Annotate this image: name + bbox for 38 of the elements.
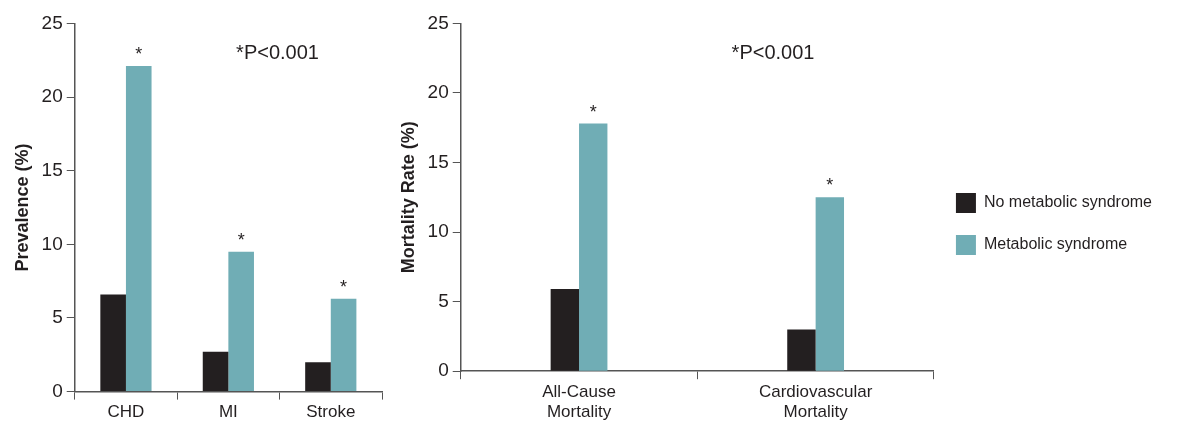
y-tick-label: 10 xyxy=(427,220,449,242)
bar xyxy=(550,289,580,371)
y-tick-label: 20 xyxy=(41,85,63,107)
annotation: * xyxy=(589,101,597,122)
y-axis-title: Prevalence (%) xyxy=(11,143,32,272)
y-tick-label: 25 xyxy=(427,11,449,33)
bar xyxy=(787,329,816,371)
y-axis-title: Mortality Rate (%) xyxy=(397,121,418,274)
y-tick-label: 20 xyxy=(427,81,449,103)
bar xyxy=(305,362,331,392)
x-tick-label: Stroke xyxy=(306,402,356,422)
annotation: * xyxy=(135,44,143,65)
y-tick-label: 0 xyxy=(52,379,63,401)
y-tick-label: 25 xyxy=(41,11,63,33)
x-tick-label: CHD xyxy=(107,402,145,422)
bar xyxy=(125,66,152,392)
y-tick-label: 5 xyxy=(52,306,63,328)
y-tick-label: 0 xyxy=(438,359,449,381)
bar xyxy=(815,197,845,371)
annotation: * xyxy=(826,175,834,196)
annotation: * xyxy=(237,229,245,250)
annotation: *P<0.001 xyxy=(731,40,815,63)
x-tick-label: MI xyxy=(218,402,238,422)
annotation: * xyxy=(340,276,348,297)
y-tick-label: 10 xyxy=(41,232,63,254)
y-tick-label: 15 xyxy=(427,150,449,172)
bar xyxy=(579,123,608,371)
legend-label: Metabolic syndrome xyxy=(983,235,1128,253)
x-tick-label: All-Cause Mortality xyxy=(542,382,616,422)
bar xyxy=(228,251,254,392)
bar xyxy=(100,294,126,392)
bar xyxy=(202,351,229,392)
y-tick-label: 15 xyxy=(41,158,63,180)
legend-label: No metabolic syndrome xyxy=(983,193,1153,211)
y-tick-label: 5 xyxy=(438,289,449,311)
x-tick-label: Cardiovascular Mortality xyxy=(758,382,873,422)
bar xyxy=(330,298,357,392)
annotation: *P<0.001 xyxy=(236,40,319,63)
